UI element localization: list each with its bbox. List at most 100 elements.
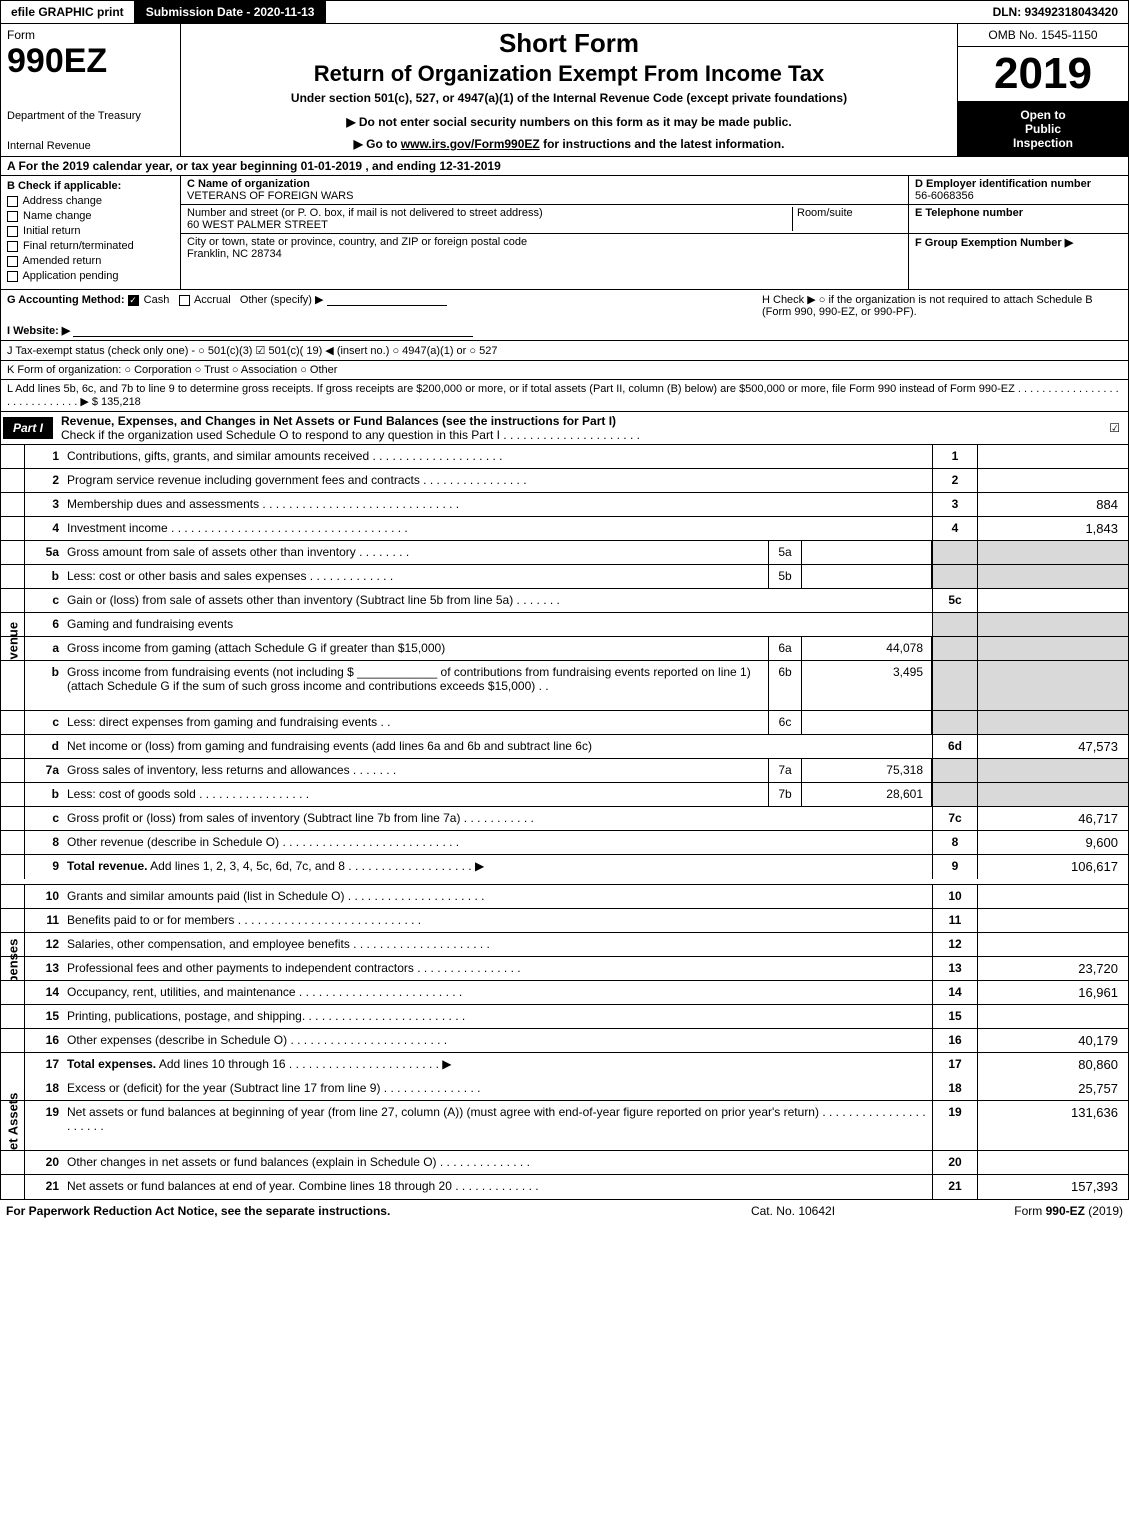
top-toolbar: efile GRAPHIC print Submission Date - 20… bbox=[0, 0, 1129, 24]
b-checkbox[interactable] bbox=[7, 241, 18, 252]
b-check-item: Name change bbox=[7, 210, 174, 222]
line-number: 4 bbox=[25, 517, 65, 540]
ledger-row: 6Gaming and fundraising events bbox=[1, 613, 1128, 637]
right-line-number: 20 bbox=[932, 1151, 978, 1174]
ledger-row: 7aGross sales of inventory, less returns… bbox=[1, 759, 1128, 783]
b-checkbox[interactable] bbox=[7, 256, 18, 267]
mid-line-number: 6c bbox=[768, 711, 802, 734]
irs-link[interactable]: www.irs.gov/Form990EZ bbox=[401, 137, 540, 151]
line-amount bbox=[978, 1005, 1128, 1028]
line-amount: 25,757 bbox=[978, 1077, 1128, 1100]
ledger-row: 4Investment income . . . . . . . . . . .… bbox=[1, 517, 1128, 541]
right-line-number: 16 bbox=[932, 1029, 978, 1052]
line-description: Gross income from fundraising events (no… bbox=[65, 661, 768, 710]
side-cell bbox=[1, 759, 25, 782]
part1-title: Revenue, Expenses, and Changes in Net As… bbox=[55, 412, 1109, 444]
d-ein-value: 56-6068356 bbox=[915, 190, 1122, 202]
right-line-number: 3 bbox=[932, 493, 978, 516]
mid-line-value: 75,318 bbox=[802, 759, 932, 782]
line-amount: 16,961 bbox=[978, 981, 1128, 1004]
mid-line-number: 5b bbox=[768, 565, 802, 588]
line-amount bbox=[978, 613, 1128, 636]
right-line-number: 7c bbox=[932, 807, 978, 830]
line-amount: 106,617 bbox=[978, 855, 1128, 879]
right-line-number: 11 bbox=[932, 909, 978, 932]
header-center: Short Form Return of Organization Exempt… bbox=[181, 24, 958, 156]
right-line-number: 9 bbox=[932, 855, 978, 879]
right-line-number: 4 bbox=[932, 517, 978, 540]
line-description: Gross amount from sale of assets other t… bbox=[65, 541, 768, 564]
line-number: c bbox=[25, 711, 65, 734]
e-telephone: E Telephone number bbox=[909, 205, 1128, 234]
column-b: B Check if applicable: Address change Na… bbox=[1, 176, 181, 289]
notice2-pre: ▶ Go to bbox=[354, 137, 401, 151]
part1-label: Part I bbox=[3, 417, 53, 439]
g-other-blank[interactable] bbox=[327, 294, 447, 306]
line-amount bbox=[978, 661, 1128, 710]
footer-right-bold: 990-EZ bbox=[1046, 1204, 1085, 1218]
submission-date-button[interactable]: Submission Date - 2020-11-13 bbox=[136, 1, 327, 23]
b-check-item: Address change bbox=[7, 195, 174, 207]
ledger-row: RevenueaGross income from gaming (attach… bbox=[1, 637, 1128, 661]
ledger-row: 8Other revenue (describe in Schedule O) … bbox=[1, 831, 1128, 855]
b-checkbox[interactable] bbox=[7, 211, 18, 222]
ledger-row: 14Occupancy, rent, utilities, and mainte… bbox=[1, 981, 1128, 1005]
ledger-row: 20Other changes in net assets or fund ba… bbox=[1, 1151, 1128, 1175]
right-line-number: 1 bbox=[932, 445, 978, 468]
mid-line-number: 7b bbox=[768, 783, 802, 806]
right-line-number: 17 bbox=[932, 1053, 978, 1077]
right-line-number: 18 bbox=[932, 1077, 978, 1100]
netassets-vlabel: Net Assets bbox=[5, 1092, 20, 1159]
accrual-checkbox[interactable] bbox=[179, 295, 190, 306]
right-line-number: 6d bbox=[932, 735, 978, 758]
ledger-row: 15Printing, publications, postage, and s… bbox=[1, 1005, 1128, 1029]
ledger-row: 18Excess or (deficit) for the year (Subt… bbox=[1, 1077, 1128, 1101]
mid-line-value bbox=[802, 711, 932, 734]
line-description: Gaming and fundraising events bbox=[65, 613, 932, 636]
line-number: 13 bbox=[25, 957, 65, 980]
line-number: b bbox=[25, 661, 65, 710]
part1-checkbox[interactable]: ☑ bbox=[1109, 421, 1128, 435]
right-line-number bbox=[932, 637, 978, 660]
footer-formno: Form 990-EZ (2019) bbox=[923, 1204, 1123, 1218]
mid-line-number: 5a bbox=[768, 541, 802, 564]
footer-catno: Cat. No. 10642I bbox=[663, 1204, 923, 1218]
line-description: Other changes in net assets or fund bala… bbox=[65, 1151, 932, 1174]
line-description: Professional fees and other payments to … bbox=[65, 957, 932, 980]
side-cell bbox=[1, 565, 25, 588]
b-checkbox[interactable] bbox=[7, 226, 18, 237]
line-amount: 1,843 bbox=[978, 517, 1128, 540]
line-description: Excess or (deficit) for the year (Subtra… bbox=[65, 1077, 932, 1100]
b-checkbox[interactable] bbox=[7, 196, 18, 207]
side-cell bbox=[1, 807, 25, 830]
side-cell bbox=[1, 1053, 25, 1077]
right-line-number: 15 bbox=[932, 1005, 978, 1028]
right-line-number: 14 bbox=[932, 981, 978, 1004]
website-blank[interactable] bbox=[73, 325, 473, 337]
right-line-number: 13 bbox=[932, 957, 978, 980]
line-amount bbox=[978, 565, 1128, 588]
efile-print-button[interactable]: efile GRAPHIC print bbox=[1, 1, 136, 23]
g-accrual: Accrual bbox=[194, 294, 231, 306]
title-return: Return of Organization Exempt From Incom… bbox=[189, 61, 949, 87]
line-number: 6 bbox=[25, 613, 65, 636]
c-street-lbl: Number and street (or P. O. box, if mail… bbox=[187, 207, 792, 219]
line-number: 10 bbox=[25, 885, 65, 908]
right-line-number bbox=[932, 565, 978, 588]
ledger-row: 2Program service revenue including gover… bbox=[1, 469, 1128, 493]
line-number: 15 bbox=[25, 1005, 65, 1028]
line-amount bbox=[978, 469, 1128, 492]
footer-right-post: (2019) bbox=[1085, 1204, 1123, 1218]
ledger-row: 11Benefits paid to or for members . . . … bbox=[1, 909, 1128, 933]
side-cell bbox=[1, 493, 25, 516]
b-checkbox[interactable] bbox=[7, 271, 18, 282]
line-number: d bbox=[25, 735, 65, 758]
side-cell bbox=[1, 1029, 25, 1052]
line-amount bbox=[978, 589, 1128, 612]
line-number: a bbox=[25, 637, 65, 660]
side-cell bbox=[1, 589, 25, 612]
c-street-row: Number and street (or P. O. box, if mail… bbox=[181, 205, 908, 234]
inspection-l2: Public bbox=[964, 122, 1122, 136]
part1-check-note: Check if the organization used Schedule … bbox=[61, 428, 640, 442]
cash-checkbox[interactable]: ✓ bbox=[128, 295, 139, 306]
